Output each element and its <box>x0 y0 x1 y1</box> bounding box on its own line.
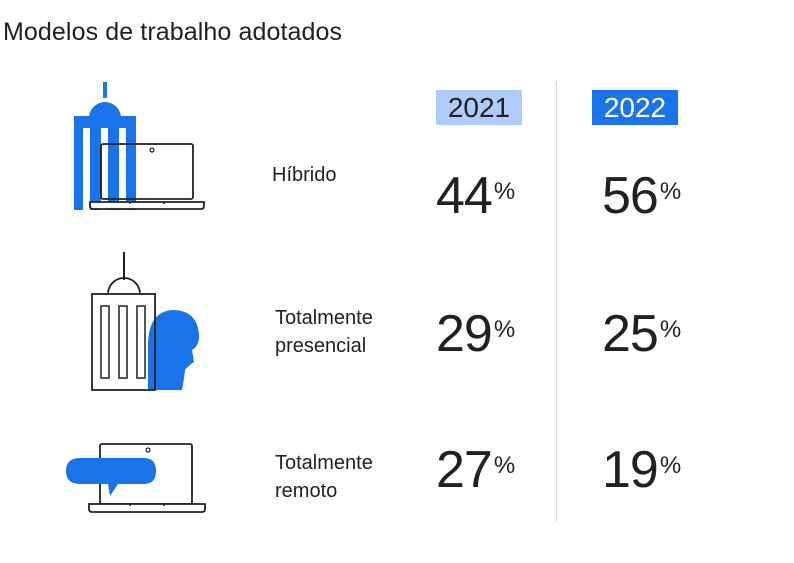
row-label-remoto: Totalmente remoto <box>275 449 373 505</box>
percent-sign: % <box>659 178 682 205</box>
percent-sign: % <box>493 452 516 479</box>
row-label-line: remoto <box>275 480 338 502</box>
year-header-2022: 2022 <box>592 90 678 125</box>
value-number: 44 <box>436 167 493 225</box>
row-label-hibrido: Híbrido <box>272 161 336 189</box>
laptop-chat-icon <box>66 443 206 513</box>
row-label-line: Híbrido <box>272 164 337 186</box>
value-number: 27 <box>436 441 493 499</box>
percent-sign: % <box>493 316 516 343</box>
office-building-laptop-icon <box>74 82 205 210</box>
percent-sign: % <box>659 316 682 343</box>
page-title: Modelos de trabalho adotados <box>3 18 343 46</box>
year-header-2021: 2021 <box>436 90 522 125</box>
row-label-line: Totalmente <box>275 452 373 474</box>
row-label-line: presencial <box>275 335 367 357</box>
value-2022-row-1: 56% <box>602 170 681 222</box>
value-number: 56 <box>602 167 659 225</box>
value-number: 19 <box>602 441 659 499</box>
value-2022-row-2: 25% <box>602 308 681 360</box>
row-label-line: Totalmente <box>275 307 373 329</box>
percent-sign: % <box>659 452 682 479</box>
row-label-presencial: Totalmente presencial <box>275 304 373 360</box>
office-building-person-icon <box>91 252 199 391</box>
percent-sign: % <box>493 178 516 205</box>
column-divider <box>556 82 557 522</box>
value-number: 25 <box>602 305 659 363</box>
value-2021-row-1: 44% <box>436 170 515 222</box>
value-2021-row-3: 27% <box>436 444 515 496</box>
value-2021-row-2: 29% <box>436 308 515 360</box>
value-2022-row-3: 19% <box>602 444 681 496</box>
value-number: 29 <box>436 305 493 363</box>
